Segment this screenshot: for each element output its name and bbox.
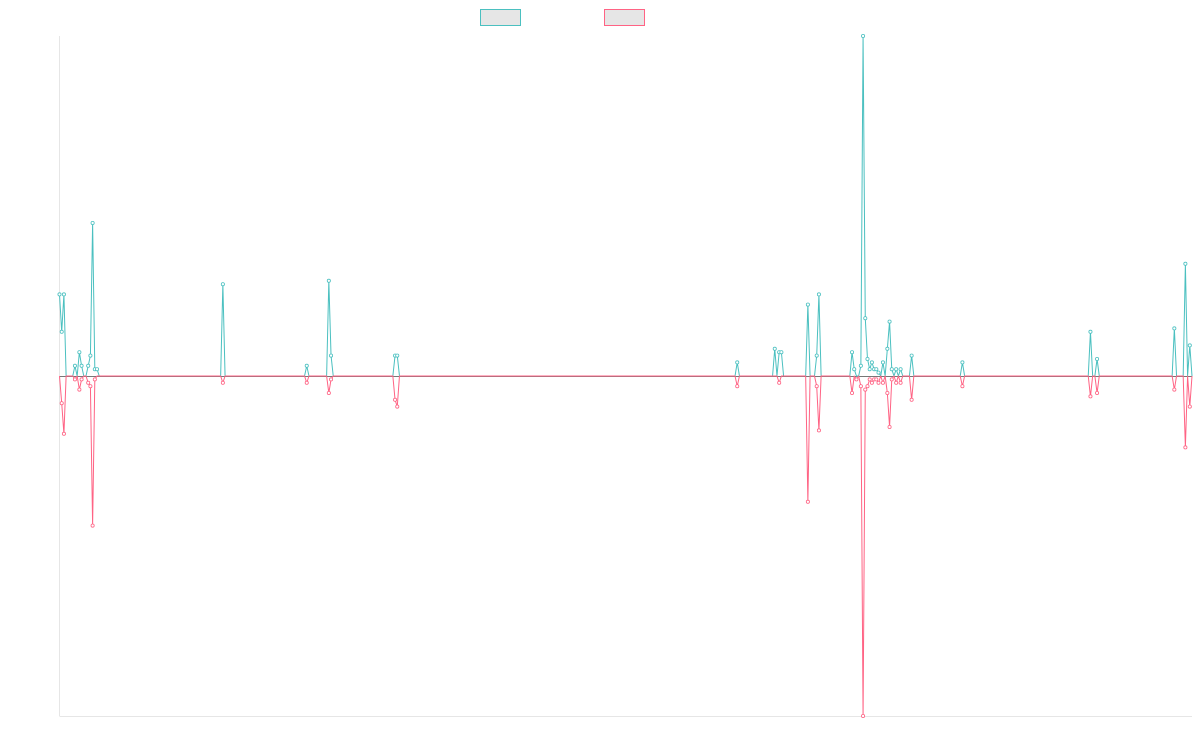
data-point-s1-15[interactable] — [90, 220, 95, 225]
data-point-s1-344[interactable] — [816, 292, 821, 297]
data-point-s1-343[interactable] — [814, 353, 819, 358]
data-point-s2-470[interactable] — [1095, 390, 1100, 395]
legend-swatch-2[interactable] — [604, 9, 645, 26]
data-point-s1-510[interactable] — [1183, 261, 1188, 266]
data-point-s1-10[interactable] — [79, 363, 84, 368]
series-layer — [57, 34, 1193, 719]
data-point-s1-74[interactable] — [220, 282, 225, 287]
data-point-s1-368[interactable] — [869, 360, 874, 365]
data-point-s2-9[interactable] — [77, 387, 82, 392]
series-line-2 — [59, 375, 1193, 717]
data-point-s2-381[interactable] — [898, 380, 903, 385]
data-point-s2-15[interactable] — [90, 523, 95, 528]
data-point-s2-123[interactable] — [329, 377, 334, 382]
data-point-s1-14[interactable] — [88, 353, 93, 358]
data-point-s2-377[interactable] — [889, 377, 894, 382]
data-point-s1-376[interactable] — [887, 319, 892, 324]
data-point-s1-122[interactable] — [326, 278, 331, 283]
data-point-s2-339[interactable] — [805, 499, 810, 504]
data-point-s1-512[interactable] — [1187, 343, 1192, 348]
legend — [480, 9, 645, 26]
data-point-s2-512[interactable] — [1187, 404, 1192, 409]
series-line-1 — [59, 35, 1193, 377]
data-point-s1-379[interactable] — [894, 367, 899, 372]
data-point-s2-505[interactable] — [1172, 387, 1177, 392]
data-point-s1-7[interactable] — [72, 363, 77, 368]
data-point-s1-9[interactable] — [77, 350, 82, 355]
data-point-s1-1[interactable] — [59, 329, 64, 334]
data-point-s2-13[interactable] — [86, 380, 91, 385]
data-point-s1-467[interactable] — [1088, 329, 1093, 334]
legend-swatch-1[interactable] — [480, 9, 521, 26]
data-point-s2-153[interactable] — [395, 404, 400, 409]
data-point-s2-344[interactable] — [816, 428, 821, 433]
data-point-s2-370[interactable] — [874, 377, 879, 382]
data-point-s2-376[interactable] — [887, 424, 892, 429]
data-point-s1-364[interactable] — [861, 34, 866, 39]
data-point-s1-386[interactable] — [909, 353, 914, 358]
data-point-s1-373[interactable] — [880, 360, 885, 365]
data-point-s2-368[interactable] — [869, 380, 874, 385]
data-point-s1-409[interactable] — [960, 360, 965, 365]
data-point-s2-365[interactable] — [863, 387, 868, 392]
data-point-s1-112[interactable] — [304, 363, 309, 368]
data-point-s1-363[interactable] — [858, 363, 863, 368]
data-point-s2-14[interactable] — [88, 384, 93, 389]
data-point-s1-324[interactable] — [772, 346, 777, 351]
data-point-s2-373[interactable] — [880, 380, 885, 385]
data-point-s2-7[interactable] — [72, 377, 77, 382]
data-point-s1-366[interactable] — [865, 356, 870, 361]
data-point-s2-386[interactable] — [909, 397, 914, 402]
data-point-s1-2[interactable] — [61, 292, 66, 297]
data-point-s2-363[interactable] — [858, 384, 863, 389]
data-point-s2-122[interactable] — [326, 390, 331, 395]
data-point-s1-377[interactable] — [889, 367, 894, 372]
data-point-s1-327[interactable] — [779, 350, 784, 355]
data-point-s2-307[interactable] — [735, 384, 740, 389]
data-point-s2-112[interactable] — [304, 380, 309, 385]
data-point-s1-470[interactable] — [1095, 356, 1100, 361]
data-point-s1-505[interactable] — [1172, 326, 1177, 331]
data-point-s1-339[interactable] — [805, 302, 810, 307]
data-point-s2-1[interactable] — [59, 401, 64, 406]
data-point-s1-17[interactable] — [95, 367, 100, 372]
data-point-s2-366[interactable] — [865, 384, 870, 389]
data-point-s1-153[interactable] — [395, 353, 400, 358]
data-point-s1-307[interactable] — [735, 360, 740, 365]
data-point-s2-16[interactable] — [92, 377, 97, 382]
data-point-s1-375[interactable] — [885, 346, 890, 351]
data-point-s2-467[interactable] — [1088, 394, 1093, 399]
data-point-s1-359[interactable] — [850, 350, 855, 355]
data-point-s2-10[interactable] — [79, 377, 84, 382]
data-point-s2-379[interactable] — [894, 380, 899, 385]
data-point-s1-360[interactable] — [852, 367, 857, 372]
data-point-s2-364[interactable] — [861, 714, 866, 719]
data-point-s2-326[interactable] — [777, 380, 782, 385]
data-point-s2-152[interactable] — [393, 397, 398, 402]
data-point-s2-367[interactable] — [867, 377, 872, 382]
data-point-s2-74[interactable] — [220, 380, 225, 385]
data-point-s1-381[interactable] — [898, 367, 903, 372]
data-point-s1-370[interactable] — [874, 367, 879, 372]
data-point-s2-510[interactable] — [1183, 445, 1188, 450]
data-point-s2-2[interactable] — [61, 431, 66, 436]
data-point-s2-371[interactable] — [876, 380, 881, 385]
data-point-s1-13[interactable] — [86, 363, 91, 368]
data-point-s1-365[interactable] — [863, 316, 868, 321]
data-point-s1-367[interactable] — [867, 367, 872, 372]
data-point-s2-361[interactable] — [854, 377, 859, 382]
data-point-s2-359[interactable] — [850, 390, 855, 395]
data-point-s1-0[interactable] — [57, 292, 62, 297]
data-point-s2-343[interactable] — [814, 384, 819, 389]
data-point-s2-409[interactable] — [960, 384, 965, 389]
data-point-s2-375[interactable] — [885, 390, 890, 395]
data-point-s1-123[interactable] — [329, 353, 334, 358]
data-point-s1-371[interactable] — [876, 370, 881, 375]
